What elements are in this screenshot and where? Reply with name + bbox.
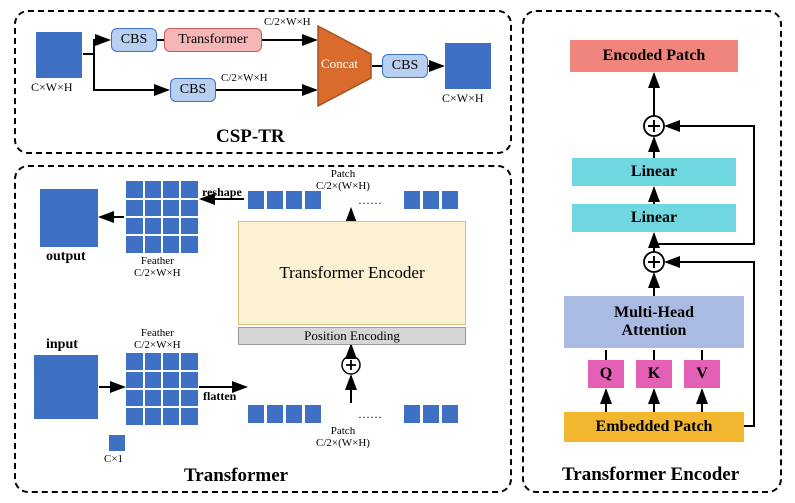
patch-row-out: …… <box>248 191 458 209</box>
bot-dim: C/2×W×H <box>221 72 268 84</box>
c1-square <box>109 435 125 451</box>
svg-text:……: …… <box>358 407 382 421</box>
transformer-title: Transformer <box>184 465 288 487</box>
encoded-patch-box: Encoded Patch <box>570 40 738 72</box>
c1-label: C×1 <box>104 453 123 465</box>
k-box: K <box>636 360 672 388</box>
patch-out-label: Patch C/2×(W×H) <box>316 168 370 192</box>
feather-out-label: Feather C/2×W×H <box>134 255 181 279</box>
encoder-panel: Encoded Patch Linear Linear Multi-Head A… <box>522 10 782 493</box>
reshape-label: reshape <box>202 185 242 200</box>
input-square <box>34 355 98 419</box>
feather-in-label: Feather C/2×W×H <box>134 327 181 351</box>
mha-box: Multi-Head Attention <box>564 296 744 348</box>
svg-text:……: …… <box>358 193 382 207</box>
v-box: V <box>684 360 720 388</box>
csptr-title: CSP-TR <box>216 126 285 148</box>
concat-label: Concat <box>321 56 358 72</box>
patch-row-in: …… <box>248 405 458 423</box>
csptr-panel: C×W×H CBS Transformer C/2×W×H CBS C/2×W×… <box>14 10 512 154</box>
patch-in-label: Patch C/2×(W×H) <box>316 425 370 449</box>
encoder-box: Transformer Encoder <box>238 221 466 325</box>
q-box: Q <box>588 360 624 388</box>
transformer-box: Transformer <box>164 28 262 52</box>
cbs3-box: CBS <box>382 54 428 78</box>
csptr-input-square <box>36 32 82 78</box>
output-label: output <box>46 249 86 265</box>
csptr-input-dim: C×W×H <box>31 80 73 95</box>
csptr-output-square <box>445 43 491 89</box>
embedded-patch-box: Embedded Patch <box>564 412 744 442</box>
linear1-box: Linear <box>572 204 736 232</box>
cbs1-box: CBS <box>111 28 157 52</box>
csptr-out-dim: C×W×H <box>442 91 484 106</box>
top-dim: C/2×W×H <box>264 16 311 28</box>
encoder-title: Transformer Encoder <box>562 464 739 486</box>
linear2-box: Linear <box>572 158 736 186</box>
feather-grid-in <box>126 353 198 425</box>
position-encoding-box: Position Encoding <box>238 327 466 345</box>
cbs2-box: CBS <box>170 78 216 102</box>
input-label: input <box>46 337 78 353</box>
feather-grid-out <box>126 181 198 253</box>
output-square <box>40 189 98 247</box>
transformer-panel: input C×1 Feather C/2×W×H flatten …… Pat… <box>14 165 512 493</box>
flatten-label: flatten <box>203 389 236 404</box>
